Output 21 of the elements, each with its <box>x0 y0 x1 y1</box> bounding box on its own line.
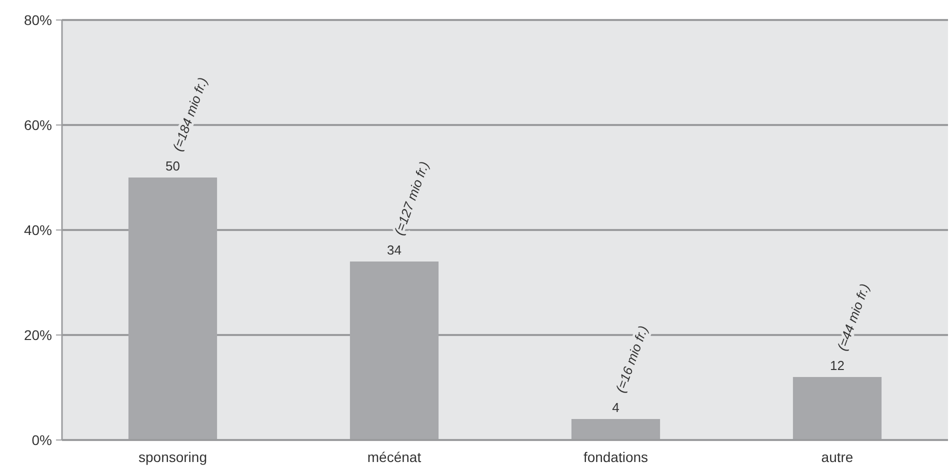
y-tick-label: 80% <box>24 12 52 28</box>
x-tick-label: autre <box>821 449 854 465</box>
data-label: 4 <box>612 400 620 415</box>
annotation: (=44 mio fr.) <box>834 282 872 353</box>
x-tick-label: mécénat <box>367 449 422 465</box>
bar <box>128 178 218 440</box>
data-label: 34 <box>387 242 402 258</box>
data-label: 12 <box>830 358 844 373</box>
annotation: (=184 mio fr.) <box>170 75 210 154</box>
annotation: (=127 mio fr.) <box>391 159 432 238</box>
x-tick-label: fondations <box>583 449 648 465</box>
y-tick-label: 60% <box>24 116 52 133</box>
bar <box>792 377 882 440</box>
bar <box>350 262 439 440</box>
bar <box>571 419 660 440</box>
y-tick-label: 40% <box>24 222 52 238</box>
y-tick-label: 0% <box>32 432 52 448</box>
y-tick-label: 20% <box>24 326 52 343</box>
annotation: (=16 mio fr.) <box>612 324 651 395</box>
x-tick-label: sponsoring <box>138 449 207 465</box>
data-label: 50 <box>166 158 180 174</box>
